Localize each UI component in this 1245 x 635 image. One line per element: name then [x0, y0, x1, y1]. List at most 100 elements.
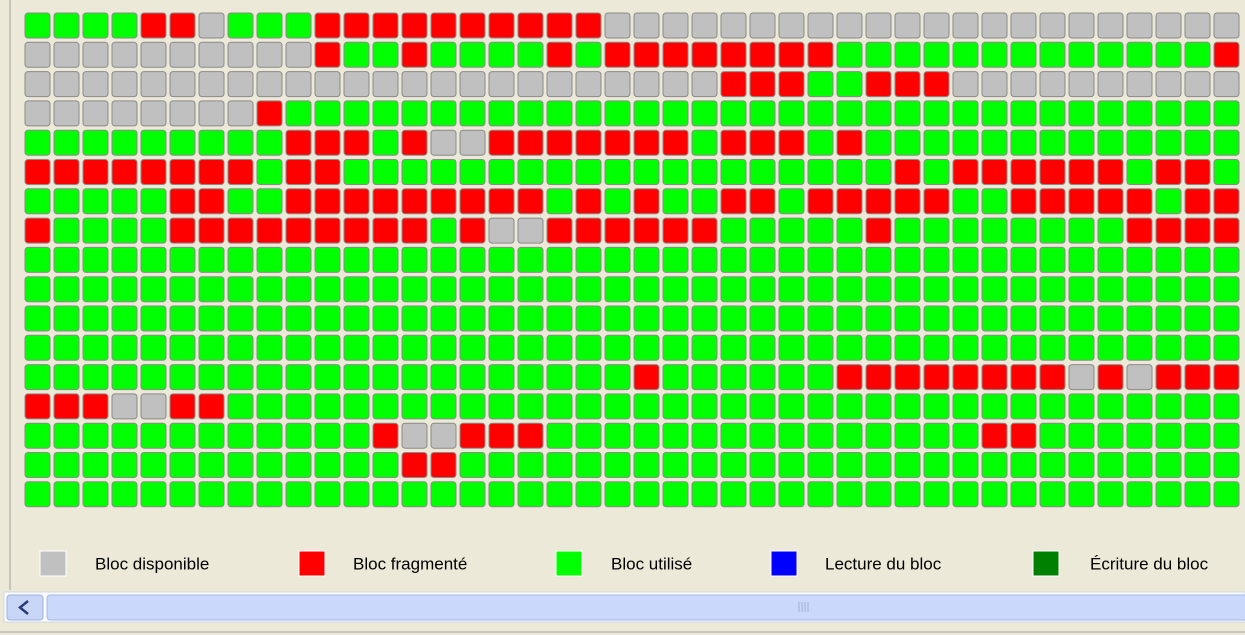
available-block [430, 71, 457, 98]
used-block [82, 12, 109, 39]
used-block [981, 100, 1008, 127]
fragmented-block [720, 41, 747, 68]
used-block [952, 305, 979, 332]
used-block [343, 364, 370, 391]
fragmented-block [372, 12, 399, 39]
fragmented-block [314, 41, 341, 68]
used-block [401, 364, 428, 391]
used-block [256, 481, 283, 508]
used-block [488, 159, 515, 185]
used-block [82, 334, 109, 361]
used-block [836, 393, 863, 420]
used-block [343, 334, 370, 361]
scroll-left-button[interactable] [6, 594, 44, 621]
used-block [633, 393, 660, 420]
used-block [1097, 334, 1124, 361]
used-block [82, 422, 109, 449]
available-block [82, 71, 109, 98]
used-block [807, 217, 834, 244]
fragmented-block [633, 188, 660, 215]
used-block [343, 41, 370, 68]
used-block [285, 100, 312, 127]
available-block [1068, 12, 1095, 39]
legend-label: Bloc utilisé [611, 554, 692, 573]
used-block [517, 334, 544, 361]
used-block [691, 159, 718, 185]
fragmented-block [633, 129, 660, 156]
fragmented-block [546, 129, 573, 156]
fragmented-block [517, 129, 544, 156]
used-block [1068, 276, 1095, 303]
used-block [720, 452, 747, 478]
used-block [749, 393, 776, 420]
used-block [53, 334, 80, 361]
fragmented-block [952, 364, 979, 391]
used-block [1010, 41, 1037, 68]
used-block [691, 334, 718, 361]
available-block [691, 71, 718, 98]
thumb-grip [798, 602, 809, 612]
fragmented-block [749, 71, 776, 98]
used-block [1184, 41, 1211, 68]
used-block [749, 100, 776, 127]
used-block [401, 334, 428, 361]
used-block [314, 364, 341, 391]
used-block [604, 276, 631, 303]
fragmented-block [720, 129, 747, 156]
used-block [227, 12, 254, 39]
used-block [981, 393, 1008, 420]
used-block [604, 246, 631, 273]
used-block [865, 334, 892, 361]
used-block [1068, 217, 1095, 244]
used-block [1010, 100, 1037, 127]
used-block [53, 305, 80, 332]
used-block [430, 393, 457, 420]
used-block [720, 334, 747, 361]
used-block [633, 246, 660, 273]
used-block [140, 217, 167, 244]
used-block [169, 305, 196, 332]
used-block [894, 481, 921, 508]
used-block [111, 422, 138, 449]
used-block [836, 334, 863, 361]
available-block [1068, 71, 1095, 98]
used-block [24, 188, 51, 215]
used-block [53, 452, 80, 478]
available-block [24, 41, 51, 68]
fragmented-block [546, 217, 573, 244]
used-block [198, 481, 225, 508]
used-block [749, 334, 776, 361]
used-block [1213, 100, 1240, 127]
available-block [140, 71, 167, 98]
available-block [894, 12, 921, 39]
fragmented-block [923, 71, 950, 98]
used-block [285, 422, 312, 449]
used-block [459, 159, 486, 185]
scroll-thumb[interactable] [46, 594, 1245, 621]
used-block [720, 393, 747, 420]
used-block [981, 188, 1008, 215]
used-block [778, 481, 805, 508]
used-block [981, 217, 1008, 244]
fragmented-block [749, 188, 776, 215]
horizontal-scrollbar[interactable] [3, 591, 1245, 623]
used-block [285, 12, 312, 39]
used-block [720, 276, 747, 303]
used-block [778, 334, 805, 361]
used-block [1184, 246, 1211, 273]
used-block [24, 246, 51, 273]
used-block [604, 159, 631, 185]
used-block [1097, 481, 1124, 508]
used-block [546, 481, 573, 508]
used-block [865, 129, 892, 156]
used-block [1184, 334, 1211, 361]
used-block [546, 334, 573, 361]
available-block [517, 217, 544, 244]
available-block [285, 71, 312, 98]
used-block [1213, 159, 1240, 185]
fragmented-block [372, 188, 399, 215]
used-block [256, 422, 283, 449]
available-block [140, 100, 167, 127]
used-block [662, 100, 689, 127]
available-block [53, 100, 80, 127]
